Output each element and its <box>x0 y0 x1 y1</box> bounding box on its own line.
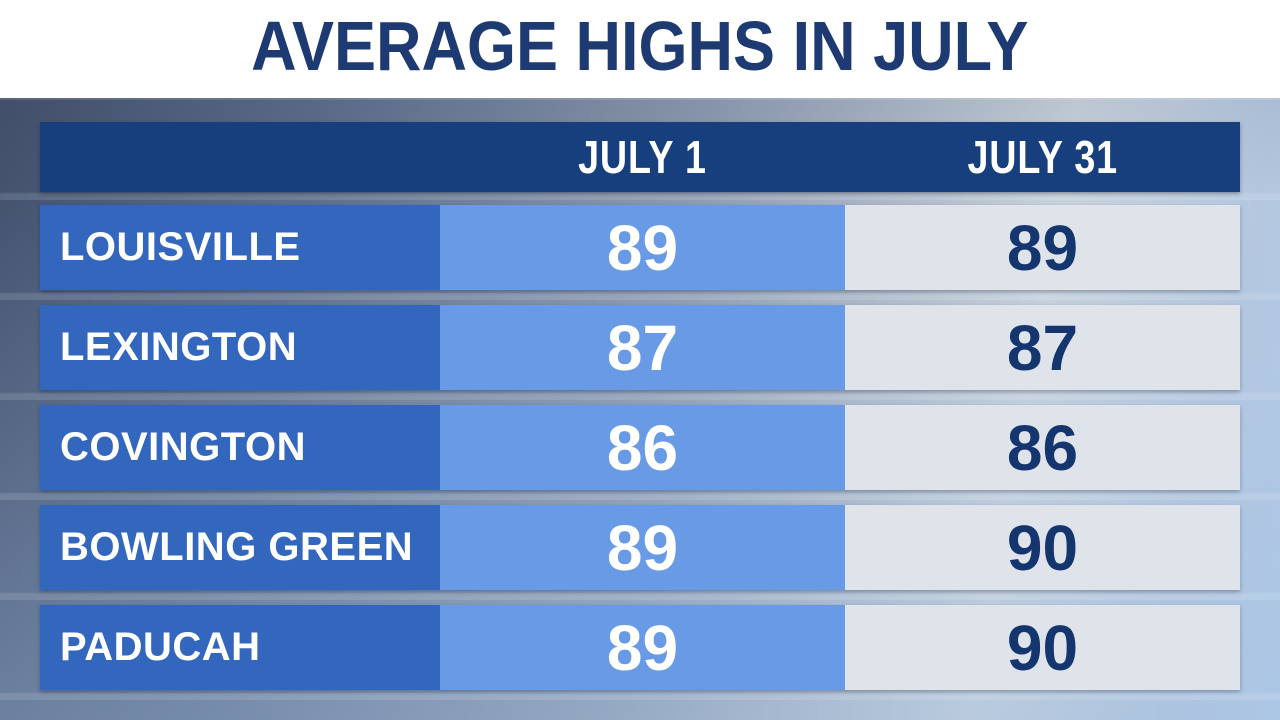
july31-value: 90 <box>845 605 1240 690</box>
city-label: LEXINGTON <box>40 305 440 390</box>
table-row-louisville: LOUISVILLE 89 89 <box>40 205 1240 290</box>
city-label: COVINGTON <box>40 405 440 490</box>
july31-value: 90 <box>845 505 1240 590</box>
average-highs-table: JULY 1 JULY 31 LOUISVILLE 89 89 LEXINGTO… <box>40 122 1240 690</box>
july31-value: 89 <box>845 205 1240 290</box>
july1-value: 89 <box>440 505 845 590</box>
city-label: PADUCAH <box>40 605 440 690</box>
july31-value: 86 <box>845 405 1240 490</box>
table-row-paducah: PADUCAH 89 90 <box>40 605 1240 690</box>
july1-value: 86 <box>440 405 845 490</box>
july31-value: 87 <box>845 305 1240 390</box>
city-label: LOUISVILLE <box>40 205 440 290</box>
city-label: BOWLING GREEN <box>40 505 440 590</box>
page-title: AVERAGE HIGHS IN JULY <box>251 7 1029 85</box>
july1-value: 87 <box>440 305 845 390</box>
title-band: AVERAGE HIGHS IN JULY <box>0 0 1280 98</box>
table-row-lexington: LEXINGTON 87 87 <box>40 305 1240 390</box>
table-header-row: JULY 1 JULY 31 <box>40 122 1240 192</box>
header-july1-cell: JULY 1 <box>440 122 845 192</box>
july1-value: 89 <box>440 605 845 690</box>
header-july31-cell: JULY 31 <box>845 122 1240 192</box>
july1-value: 89 <box>440 205 845 290</box>
table-row-bowling-green: BOWLING GREEN 89 90 <box>40 505 1240 590</box>
table-row-covington: COVINGTON 86 86 <box>40 405 1240 490</box>
header-city-cell <box>40 122 440 192</box>
header-july1-label: JULY 1 <box>578 131 707 183</box>
header-july31-label: JULY 31 <box>967 131 1118 183</box>
